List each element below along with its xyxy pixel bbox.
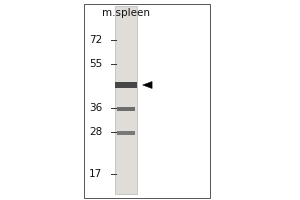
Text: 36: 36 bbox=[89, 103, 102, 113]
Polygon shape bbox=[142, 81, 152, 89]
Bar bbox=[115, 6, 137, 194]
Bar bbox=[117, 107, 135, 111]
Text: 55: 55 bbox=[89, 59, 102, 69]
Text: 17: 17 bbox=[89, 169, 102, 179]
Bar bbox=[115, 82, 137, 88]
Text: 72: 72 bbox=[89, 35, 102, 45]
Text: m.spleen: m.spleen bbox=[102, 8, 150, 18]
Bar bbox=[117, 131, 135, 135]
Bar bbox=[84, 4, 210, 198]
Text: 28: 28 bbox=[89, 127, 102, 137]
